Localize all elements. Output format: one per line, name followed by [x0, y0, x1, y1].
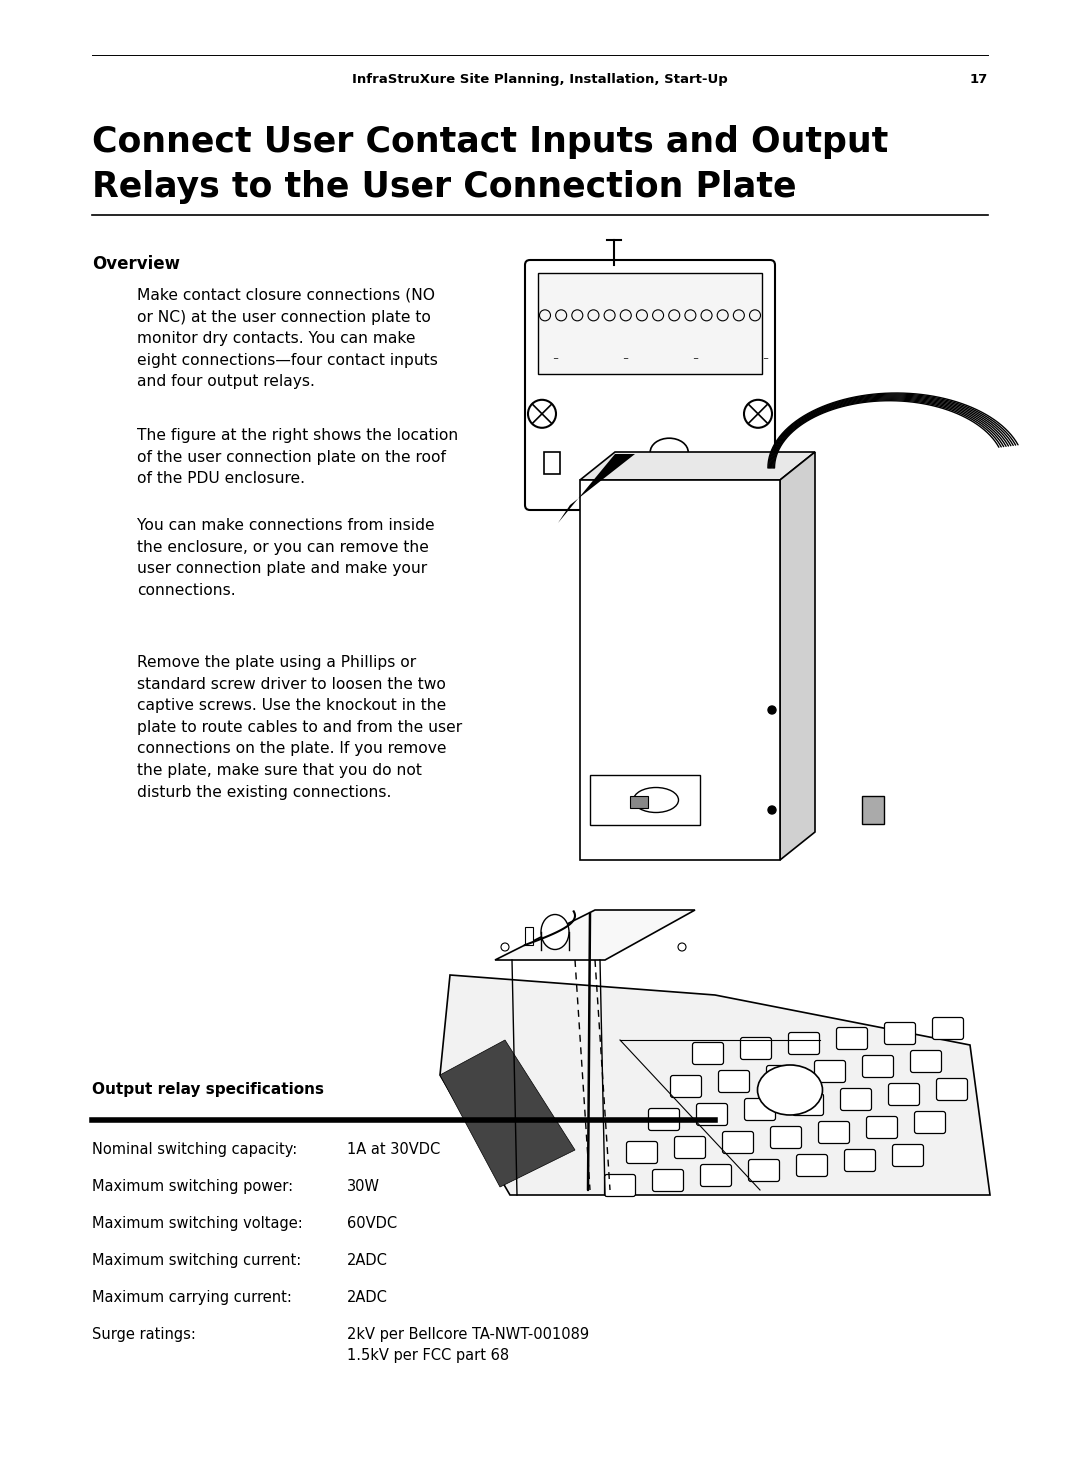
- Text: ─: ─: [762, 356, 767, 362]
- FancyBboxPatch shape: [671, 1075, 702, 1097]
- FancyBboxPatch shape: [892, 1144, 923, 1167]
- FancyBboxPatch shape: [626, 1141, 658, 1164]
- Text: 2ADC: 2ADC: [347, 1253, 388, 1268]
- FancyBboxPatch shape: [652, 1169, 684, 1192]
- Text: 17: 17: [970, 74, 988, 85]
- Circle shape: [768, 706, 777, 713]
- Text: 1A at 30VDC: 1A at 30VDC: [347, 1141, 441, 1158]
- Text: Connect User Contact Inputs and Output: Connect User Contact Inputs and Output: [92, 125, 888, 159]
- Text: 30W: 30W: [347, 1178, 380, 1194]
- Bar: [630, 796, 648, 808]
- FancyBboxPatch shape: [692, 1043, 724, 1065]
- FancyBboxPatch shape: [814, 1061, 846, 1083]
- Text: Relays to the User Connection Plate: Relays to the User Connection Plate: [92, 171, 797, 204]
- FancyBboxPatch shape: [866, 1116, 897, 1139]
- Ellipse shape: [650, 438, 688, 466]
- FancyBboxPatch shape: [863, 1056, 893, 1077]
- Ellipse shape: [634, 787, 678, 812]
- Polygon shape: [580, 452, 815, 480]
- Text: Maximum carrying current:: Maximum carrying current:: [92, 1290, 292, 1305]
- FancyBboxPatch shape: [885, 1022, 916, 1044]
- Bar: [544, 452, 561, 474]
- FancyBboxPatch shape: [767, 1065, 797, 1087]
- Text: Maximum switching voltage:: Maximum switching voltage:: [92, 1217, 302, 1231]
- FancyBboxPatch shape: [718, 1071, 750, 1093]
- FancyBboxPatch shape: [744, 1099, 775, 1121]
- FancyBboxPatch shape: [932, 1018, 963, 1040]
- Text: 2ADC: 2ADC: [347, 1290, 388, 1305]
- FancyBboxPatch shape: [915, 1112, 945, 1134]
- FancyBboxPatch shape: [797, 1155, 827, 1177]
- Polygon shape: [440, 975, 990, 1194]
- Text: 2kV per Bellcore TA-NWT-001089
1.5kV per FCC part 68: 2kV per Bellcore TA-NWT-001089 1.5kV per…: [347, 1327, 589, 1364]
- FancyBboxPatch shape: [889, 1084, 919, 1106]
- Bar: [545, 921, 553, 938]
- Text: Maximum switching current:: Maximum switching current:: [92, 1253, 301, 1268]
- Bar: [580, 480, 780, 861]
- Text: Output relay specifications: Output relay specifications: [92, 1083, 324, 1097]
- Bar: [862, 796, 885, 824]
- Bar: [525, 927, 534, 944]
- FancyBboxPatch shape: [793, 1093, 824, 1115]
- FancyBboxPatch shape: [840, 1089, 872, 1111]
- FancyBboxPatch shape: [910, 1050, 942, 1072]
- FancyBboxPatch shape: [788, 1033, 820, 1055]
- FancyBboxPatch shape: [605, 1174, 635, 1196]
- Text: ─: ─: [553, 356, 557, 362]
- Circle shape: [768, 806, 777, 813]
- FancyBboxPatch shape: [648, 1109, 679, 1131]
- Text: InfraStruXure Site Planning, Installation, Start-Up: InfraStruXure Site Planning, Installatio…: [352, 74, 728, 85]
- Text: You can make connections from inside
the enclosure, or you can remove the
user c: You can make connections from inside the…: [137, 518, 434, 597]
- Polygon shape: [440, 1040, 575, 1187]
- Ellipse shape: [757, 1065, 823, 1115]
- Text: Surge ratings:: Surge ratings:: [92, 1327, 195, 1342]
- Text: Overview: Overview: [92, 254, 180, 274]
- FancyBboxPatch shape: [845, 1149, 876, 1171]
- Text: Nominal switching capacity:: Nominal switching capacity:: [92, 1141, 297, 1158]
- Bar: [538, 274, 762, 374]
- FancyBboxPatch shape: [701, 1165, 731, 1187]
- Text: Remove the plate using a Phillips or
standard screw driver to loosen the two
cap: Remove the plate using a Phillips or sta…: [137, 655, 462, 800]
- Text: ─: ─: [693, 356, 697, 362]
- Bar: [590, 775, 700, 825]
- Text: Make contact closure connections (NO
or NC) at the user connection plate to
moni: Make contact closure connections (NO or …: [137, 288, 437, 390]
- Text: The figure at the right shows the location
of the user connection plate on the r: The figure at the right shows the locati…: [137, 428, 458, 487]
- FancyBboxPatch shape: [675, 1137, 705, 1159]
- FancyBboxPatch shape: [770, 1127, 801, 1149]
- Text: 60VDC: 60VDC: [347, 1217, 397, 1231]
- Ellipse shape: [541, 915, 569, 949]
- Polygon shape: [495, 911, 696, 961]
- FancyBboxPatch shape: [936, 1078, 968, 1100]
- FancyBboxPatch shape: [819, 1121, 850, 1143]
- FancyBboxPatch shape: [837, 1028, 867, 1049]
- FancyBboxPatch shape: [525, 260, 775, 510]
- Text: Maximum switching power:: Maximum switching power:: [92, 1178, 293, 1194]
- FancyBboxPatch shape: [697, 1103, 728, 1125]
- Polygon shape: [558, 455, 635, 524]
- Text: ─: ─: [623, 356, 627, 362]
- FancyBboxPatch shape: [741, 1037, 771, 1059]
- Polygon shape: [780, 452, 815, 861]
- FancyBboxPatch shape: [748, 1159, 780, 1181]
- FancyBboxPatch shape: [723, 1131, 754, 1153]
